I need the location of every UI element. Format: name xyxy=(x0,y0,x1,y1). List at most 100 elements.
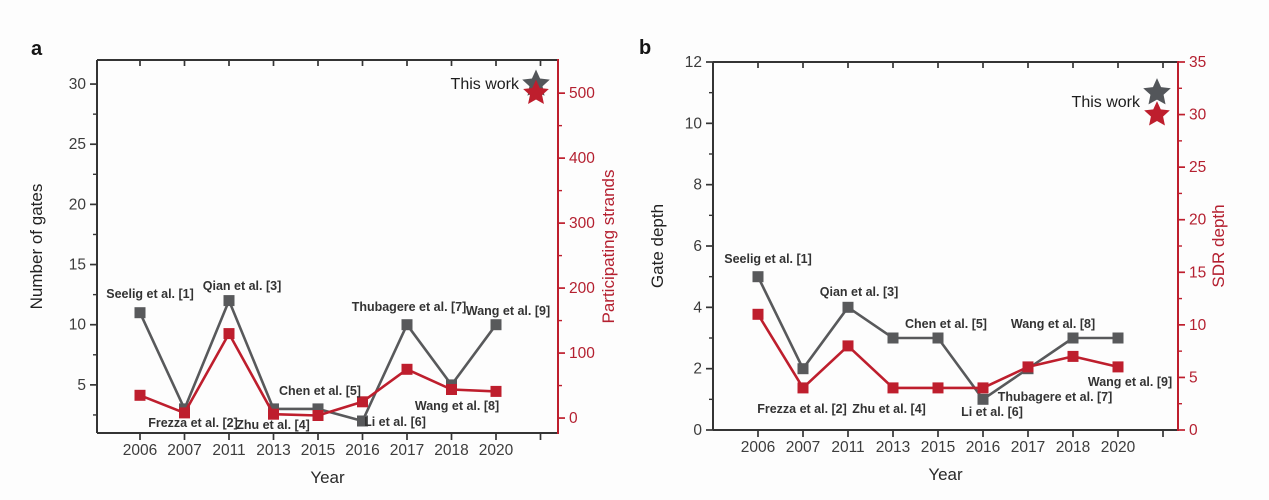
panel-a-annotation-zhu-et-al-4: Zhu et al. [4] xyxy=(236,418,310,432)
panel-b-series-gate-depth-marker xyxy=(1112,332,1124,344)
panel-a-annotation-wang-et-al-9: Wang et al. [9] xyxy=(466,304,550,318)
panel-b-annotation-wang-et-al-9: Wang et al. [9] xyxy=(1088,375,1172,389)
panel-b: 2006 2007 2011 2013 2015 2016 2017 2018 2020Year… xyxy=(648,54,1228,484)
panel-a-x-axis-title: Year xyxy=(310,468,345,487)
panel-a-series-participating-strands-marker xyxy=(223,328,235,340)
panel-b-year-tick-label: 2015 xyxy=(921,439,955,456)
panel-a-this-work-label: This work xyxy=(451,76,520,93)
panel-a-year-tick-label: 2013 xyxy=(256,442,290,459)
panel-b-year-tick-label: 2013 xyxy=(876,439,910,456)
panel-a-right-tick-label: 300 xyxy=(569,215,595,232)
panel-a-left-tick-label: 25 xyxy=(69,136,86,153)
panel-a-left-tick-label: 5 xyxy=(77,377,86,394)
panel-b-year-tick-label: 2020 xyxy=(1101,439,1136,456)
panel-b-right-tick-label: 5 xyxy=(1189,369,1198,386)
panel-b-right-tick-label: 35 xyxy=(1189,54,1206,71)
panel-a-annotation-qian-et-al-3: Qian et al. [3] xyxy=(203,279,282,293)
panel-b-year-tick-label: 2007 xyxy=(786,439,820,456)
panel-b-left-tick-label: 4 xyxy=(693,299,702,316)
panel-a-series-number-of-gates-marker xyxy=(490,319,502,331)
panel-b-left-tick-label: 12 xyxy=(685,54,702,71)
panel-b-annotation-zhu-et-al-4: Zhu et al. [4] xyxy=(852,402,926,416)
panel-a-annotation-li-et-al-6: Li et al. [6] xyxy=(364,415,426,429)
panel-a-label: a xyxy=(31,38,43,60)
panel-b-left-tick-label: 10 xyxy=(685,115,703,132)
panel-b-series-sdr-depth-marker xyxy=(1112,361,1124,373)
panel-b-left-tick-label: 8 xyxy=(693,177,702,194)
panel-a-annotation-chen-et-al-5: Chen et al. [5] xyxy=(279,384,361,398)
panel-a-right-tick-label: 500 xyxy=(569,85,595,102)
panel-a-left-axis-title: Number of gates xyxy=(27,184,46,310)
panel-b-x-axis-title: Year xyxy=(928,465,963,484)
panel-a-annotation-frezza-et-al-2: Frezza et al. [2] xyxy=(148,416,238,430)
panel-a-series-participating-strands-marker xyxy=(401,363,413,375)
panel-b-series-sdr-depth xyxy=(752,308,1124,394)
panel-a-series-number-of-gates-marker xyxy=(401,319,413,331)
panel-b-right-axis-title: SDR depth xyxy=(1209,204,1228,287)
panel-b-right-tick-label: 20 xyxy=(1189,212,1207,229)
panel-b-left-tick-label: 0 xyxy=(693,422,702,439)
panel-a-left-tick-label: 10 xyxy=(69,317,87,334)
panel-b-annotation-li-et-al-6: Li et al. [6] xyxy=(961,405,1023,419)
panel-b-left-tick-label: 6 xyxy=(693,238,702,255)
panel-b-series-sdr-depth-marker xyxy=(797,382,809,394)
panel-a-annotation-thubagere-et-al-7: Thubagere et al. [7] xyxy=(352,300,467,314)
panel-b-this-work-label: This work xyxy=(1072,94,1141,111)
panel-a-right-tick-label: 0 xyxy=(569,410,578,427)
panel-b-series-gate-depth-marker xyxy=(752,271,764,283)
panel-a: 2006 2007 2011 2013 2015 2016 2017 2018 2020Year… xyxy=(27,59,618,487)
panel-a-series-number-of-gates-marker xyxy=(134,307,146,319)
panel-a-left-tick-label: 20 xyxy=(69,196,87,213)
panel-a-left-tick-label: 30 xyxy=(69,76,87,93)
panel-b-year-tick-label: 2016 xyxy=(966,439,1000,456)
panel-b-this-work-gray-star xyxy=(1143,78,1171,105)
panel-b-annotation-frezza-et-al-2: Frezza et al. [2] xyxy=(757,402,847,416)
panel-b-this-work-red-star xyxy=(1144,101,1170,126)
panel-b-annotation-seelig-et-al-1: Seelig et al. [1] xyxy=(724,252,812,266)
panel-b-series-gate-depth-marker xyxy=(1067,332,1079,344)
panel-b-series-gate-depth-marker xyxy=(887,332,899,344)
panel-b-series-sdr-depth-marker xyxy=(1067,350,1079,362)
panel-a-year-tick-label: 2018 xyxy=(434,442,468,459)
panel-a-right-tick-label: 100 xyxy=(569,345,595,362)
panel-a-year-tick-label: 2006 xyxy=(123,442,157,459)
panel-a-year-tick-label: 2007 xyxy=(167,442,201,459)
panel-a-right-axis-title: Participating strands xyxy=(599,169,618,323)
panel-b-year-tick-label: 2017 xyxy=(1011,439,1045,456)
panel-b-series-sdr-depth-marker xyxy=(752,308,764,320)
panel-b-series-gate-depth-marker xyxy=(932,332,944,344)
panel-a-right-tick-label: 200 xyxy=(569,280,595,297)
panel-b-series-gate-depth-marker xyxy=(842,301,854,313)
panel-a-series-participating-strands-marker xyxy=(357,396,368,408)
panel-a-year-tick-label: 2011 xyxy=(212,442,245,459)
panel-a-series-participating-strands-marker xyxy=(268,408,279,420)
panel-b-right-tick-label: 15 xyxy=(1189,264,1206,281)
panel-b-label: b xyxy=(639,37,652,59)
panel-a-year-tick-label: 2020 xyxy=(479,442,514,459)
panel-a-year-tick-label: 2015 xyxy=(301,442,335,459)
panel-b-series-gate-depth-marker xyxy=(977,393,989,405)
panel-b-left-axis-title: Gate depth xyxy=(648,204,667,288)
panel-a-series-participating-strands-marker xyxy=(179,407,190,419)
panel-b-right-tick-label: 0 xyxy=(1189,422,1198,439)
panel-b-series-sdr-depth-marker xyxy=(977,382,989,394)
panel-a-series-number-of-gates-marker xyxy=(223,295,235,307)
panel-a-annotation-wang-et-al-8: Wang et al. [8] xyxy=(415,399,499,413)
panel-b-right-tick-label: 10 xyxy=(1189,317,1207,334)
panel-b-series-sdr-depth-marker xyxy=(887,382,899,394)
panel-b-series-sdr-depth-marker xyxy=(932,382,944,394)
panel-b-annotation-qian-et-al-3: Qian et al. [3] xyxy=(820,285,899,299)
panel-b-year-tick-label: 2006 xyxy=(741,439,775,456)
panel-a-series-participating-strands-marker xyxy=(134,389,146,401)
panel-b-left-tick-label: 2 xyxy=(693,361,702,378)
panel-a-year-tick-label: 2017 xyxy=(390,442,424,459)
panel-a-this-work-red-star xyxy=(523,79,549,105)
panel-a-series-participating-strands-marker xyxy=(312,410,324,421)
panel-b-series-sdr-depth-marker xyxy=(842,340,854,352)
panel-b-year-tick-label: 2011 xyxy=(831,439,864,456)
panel-a-year-tick-label: 2016 xyxy=(345,442,379,459)
panel-a-annotation-seelig-et-al-1: Seelig et al. [1] xyxy=(106,287,194,301)
panel-b-annotation-wang-et-al-8: Wang et al. [8] xyxy=(1011,317,1095,331)
panel-a-left-tick-label: 15 xyxy=(69,257,86,274)
